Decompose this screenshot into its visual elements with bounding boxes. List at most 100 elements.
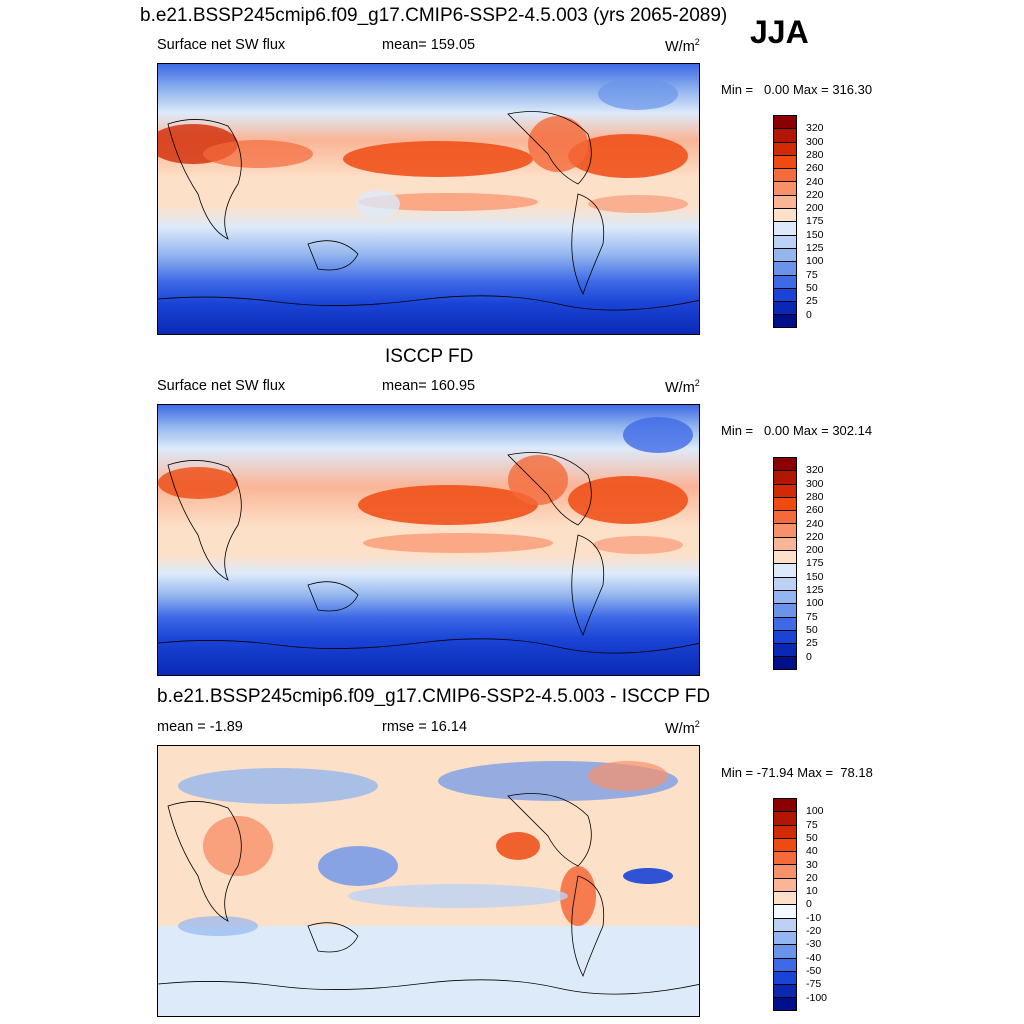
colorbar-tick-label: -40: [806, 951, 822, 964]
colorbar-swatch: [773, 576, 797, 590]
colorbar-tick-label: 30: [806, 858, 818, 871]
colorbar-tick-label: 260: [806, 162, 824, 175]
colorbar-tick-label: 20: [806, 871, 818, 884]
panel3-map: [157, 745, 700, 1017]
colorbar-tick-label: 75: [806, 818, 818, 831]
colorbar-swatch: [773, 274, 797, 288]
panel2-variable-label: Surface net SW flux: [157, 378, 286, 394]
panel1-variable-label: Surface net SW flux: [157, 37, 286, 53]
colorbar-swatch: [773, 957, 797, 971]
colorbar-swatch: [773, 115, 797, 129]
colorbar-tick-label: 280: [806, 148, 824, 161]
colorbar-swatch: [773, 536, 797, 551]
colorbar-swatch: [773, 917, 797, 931]
colorbar-swatch: [773, 141, 797, 155]
colorbar-swatch: [773, 997, 797, 1011]
colorbar-swatch: [773, 550, 797, 564]
panel3-title: b.e21.BSSP245cmip6.f09_g17.CMIP6-SSP2-4.…: [157, 686, 711, 707]
panel2-map: [157, 404, 700, 676]
colorbar-tick-label: 125: [806, 584, 824, 596]
panel3-minmax: Min = -71.94 Max = 78.18: [721, 765, 873, 780]
colorbar-tick-label: 100: [806, 597, 824, 610]
colorbar-tick-label: 175: [806, 557, 824, 570]
panel2-title: ISCCP FD: [385, 346, 474, 367]
colorbar-tick-label: 240: [806, 175, 824, 188]
colorbar-tick-label: 150: [806, 570, 824, 583]
colorbar-swatch: [773, 616, 797, 630]
colorbar-swatch: [773, 984, 797, 998]
colorbar-swatch: [773, 234, 797, 248]
colorbar-swatch: [773, 603, 797, 617]
colorbar-swatch: [773, 851, 797, 865]
colorbar-tick-label: 100: [806, 255, 824, 268]
colorbar-swatch: [773, 970, 797, 985]
colorbar-tick-label: 320: [806, 464, 824, 477]
colorbar-swatch: [773, 128, 797, 142]
colorbar-swatch: [773, 656, 797, 670]
panel1-minmax: Min = 0.00 Max = 316.30: [721, 82, 873, 97]
colorbar-tick-label: -30: [806, 938, 822, 951]
colorbar-tick-label: 175: [806, 215, 824, 228]
colorbar-tick-label: 50: [806, 281, 818, 294]
colorbar-tick-label: 200: [806, 544, 824, 557]
colorbar-tick-label: -10: [806, 911, 822, 924]
colorbar-tick-label: 25: [806, 637, 818, 650]
colorbar-tick-label: 220: [806, 188, 824, 201]
colorbar-tick-label: 25: [806, 295, 818, 308]
panel2-mean-label: mean= 160.95: [382, 378, 476, 394]
colorbar-tick-label: -50: [806, 964, 822, 977]
colorbar-swatch: [773, 944, 797, 958]
colorbar-swatch: [773, 221, 797, 235]
colorbar-tick-label: 300: [806, 135, 824, 148]
colorbar-swatch: [773, 168, 797, 182]
colorbar-swatch: [773, 904, 797, 918]
colorbar-tick-label: 0: [806, 898, 812, 911]
colorbar-swatch: [773, 154, 797, 169]
colorbar-swatch: [773, 811, 797, 825]
colorbar-tick-label: 280: [806, 490, 824, 503]
colorbar-swatch: [773, 261, 797, 275]
panel2-minmax: Min = 0.00 Max = 302.14: [721, 423, 873, 438]
colorbar-tick-label: 125: [806, 242, 824, 254]
panel3-mean-label: mean = -1.89: [157, 719, 243, 735]
colorbar-swatch: [773, 824, 797, 838]
colorbar-swatch: [773, 314, 797, 328]
panel1-title: b.e21.BSSP245cmip6.f09_g17.CMIP6-SSP2-4.…: [140, 5, 728, 26]
colorbar-swatch: [773, 891, 797, 905]
panel3-rmse-label: rmse = 16.14: [382, 719, 468, 735]
colorbar-swatch: [773, 208, 797, 222]
colorbar-tick-label: 260: [806, 504, 824, 517]
colorbar-tick-label: 50: [806, 623, 818, 636]
colorbar-swatch: [773, 864, 797, 878]
colorbar-swatch: [773, 181, 797, 195]
colorbar-tick-label: 75: [806, 610, 818, 623]
panel1-mean-label: mean= 159.05: [382, 37, 476, 53]
colorbar-swatch: [773, 837, 797, 852]
colorbar-tick-label: 300: [806, 477, 824, 490]
colorbar-swatch: [773, 287, 797, 302]
colorbar-tick-label: -20: [806, 925, 822, 937]
colorbar-swatch: [773, 496, 797, 511]
colorbar-swatch: [773, 877, 797, 892]
colorbar-swatch: [773, 510, 797, 524]
colorbar-tick-label: 320: [806, 122, 824, 135]
colorbar-tick-label: 10: [806, 885, 818, 898]
panel1-map: [157, 63, 700, 335]
panel3-colorbar: [773, 798, 797, 1011]
colorbar-swatch: [773, 301, 797, 315]
panel1-units: W/m2: [665, 37, 700, 55]
colorbar-swatch: [773, 643, 797, 657]
panel3-units: W/m2: [665, 719, 700, 737]
colorbar-swatch: [773, 589, 797, 604]
colorbar-swatch: [773, 483, 797, 497]
colorbar-swatch: [773, 470, 797, 484]
colorbar-tick-label: 75: [806, 268, 818, 281]
colorbar-swatch: [773, 247, 797, 262]
season-label: JJA: [750, 14, 809, 50]
colorbar-tick-label: 200: [806, 202, 824, 215]
colorbar-swatch: [773, 563, 797, 577]
panel2-units: W/m2: [665, 378, 700, 396]
colorbar-swatch: [773, 798, 797, 812]
colorbar-tick-label: 40: [806, 845, 818, 858]
colorbar-tick-label: 50: [806, 831, 818, 844]
